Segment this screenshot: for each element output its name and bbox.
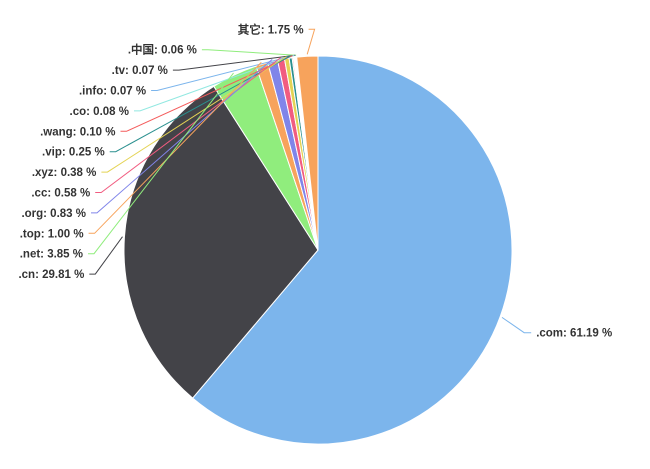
label-connector-.中国 — [201, 49, 297, 56]
label-connector-其它 — [306, 28, 316, 55]
label-connector-.co — [134, 55, 294, 112]
slice-label-.中国: .中国: 0.06 % — [128, 43, 197, 57]
label-connector-.wang — [120, 55, 293, 132]
slice-label-.tv: .tv: 0.07 % — [112, 65, 168, 77]
label-connector-.cc — [95, 57, 282, 193]
slice-label-.com: .com: 61.19 % — [536, 328, 612, 340]
slice-label-.vip: .vip: 0.25 % — [42, 147, 105, 159]
slice-label-.top: .top: 1.00 % — [20, 228, 84, 240]
label-connector-.info — [151, 54, 295, 91]
pie-slice-其它[interactable] — [296, 55, 319, 251]
label-connector-.cn — [89, 236, 123, 275]
label-connector-.top — [88, 62, 262, 234]
label-connector-.tv — [172, 54, 296, 71]
slice-label-.info: .info: 0.07 % — [79, 86, 146, 98]
label-connector-.vip — [109, 55, 291, 153]
pie-slice-.com[interactable] — [192, 55, 513, 445]
label-connector-.com — [501, 316, 532, 334]
pie-slice-.cn[interactable] — [123, 85, 319, 399]
label-connector-.net — [88, 72, 234, 255]
slice-label-.co: .co: 0.08 % — [70, 106, 129, 118]
slice-label-.org: .org: 0.83 % — [21, 208, 86, 220]
slice-label-.wang: .wang: 0.10 % — [40, 126, 115, 138]
label-connector-.xyz — [101, 56, 287, 173]
slice-label-.cc: .cc: 0.58 % — [31, 188, 90, 200]
slice-label-其它: 其它: 1.75 % — [238, 22, 304, 36]
slice-label-.cn: .cn: 29.81 % — [18, 269, 84, 281]
slice-label-.xyz: .xyz: 0.38 % — [32, 167, 97, 179]
slice-label-.net: .net: 3.85 % — [20, 249, 83, 261]
